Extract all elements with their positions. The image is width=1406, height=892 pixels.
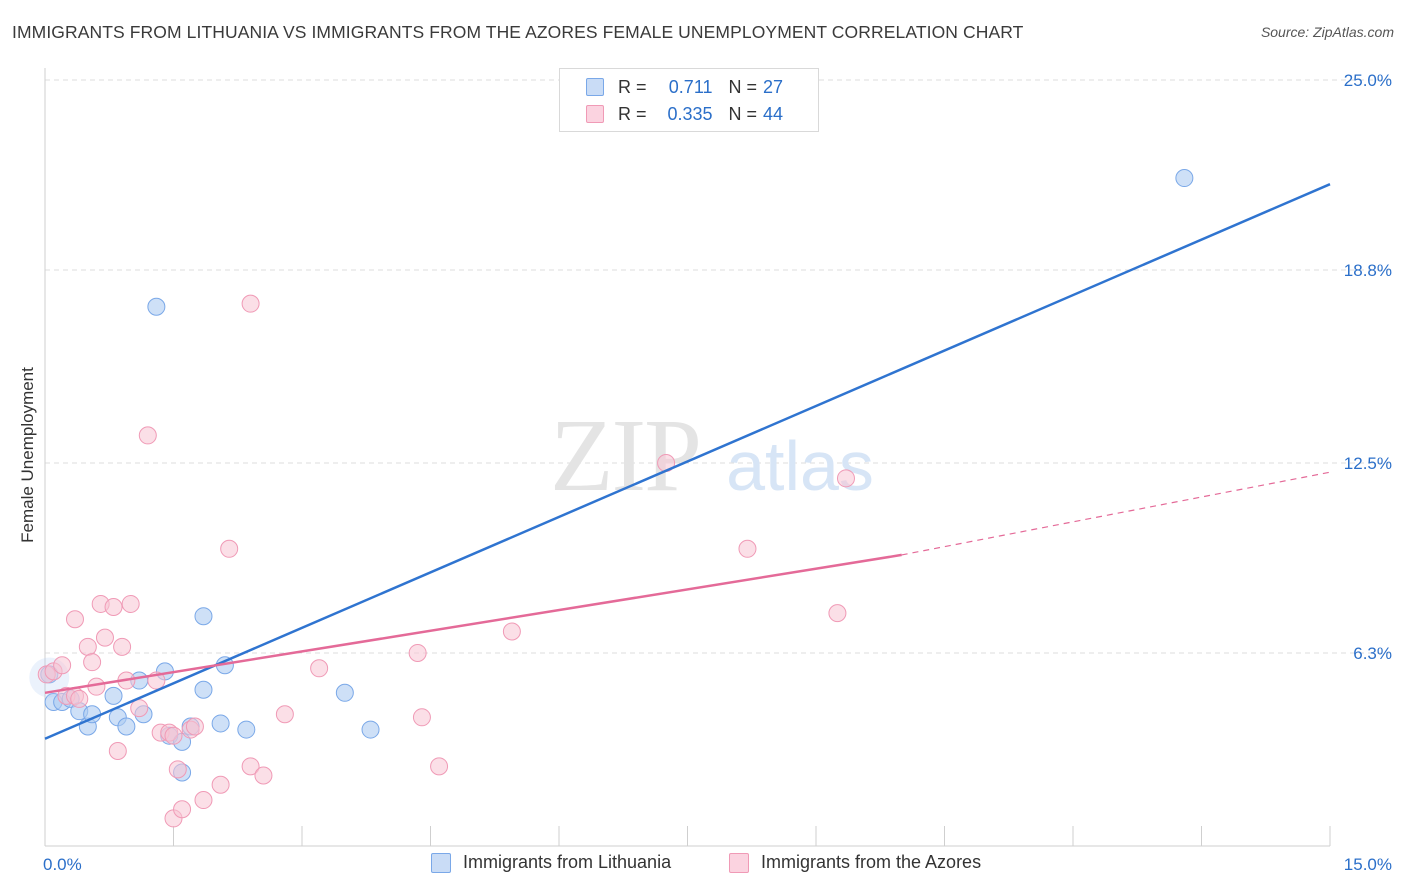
data-point-lithuania xyxy=(361,720,380,739)
data-point-azores xyxy=(836,469,855,488)
data-point-azores xyxy=(70,689,89,708)
watermark-zip: ZIP xyxy=(550,398,700,513)
data-point-lithuania xyxy=(194,607,213,626)
data-point-lithuania xyxy=(194,680,213,699)
data-point-azores xyxy=(254,766,273,785)
data-point-azores xyxy=(211,775,230,794)
legend-swatch-lithuania xyxy=(586,78,604,96)
y-tick-label: 18.8% xyxy=(1344,261,1392,280)
legend-r-value: 0.711 xyxy=(668,76,713,97)
data-point-azores xyxy=(108,742,127,761)
y-tick-labels: 6.3% 12.5% 18.8% 25.0% xyxy=(1344,71,1392,663)
legend-row-azores: R = 0.335 N = 44 xyxy=(586,103,783,125)
legend-label-azores: Immigrants from the Azores xyxy=(761,852,982,872)
data-point-lithuania xyxy=(147,297,166,316)
data-point-azores xyxy=(104,598,123,617)
data-point-azores xyxy=(78,637,97,656)
data-point-azores xyxy=(168,760,187,779)
data-point-azores xyxy=(53,656,72,675)
data-point-azores xyxy=(130,699,149,718)
data-point-azores xyxy=(241,757,260,776)
grid-lines xyxy=(45,79,1392,654)
data-point-azores xyxy=(113,637,132,656)
legend-r-label: R = xyxy=(618,76,647,97)
legend-row-lithuania: R = 0.711 N = 27 xyxy=(586,76,783,98)
data-point-azores xyxy=(185,717,204,736)
data-point-azores xyxy=(83,653,102,672)
data-point-azores xyxy=(502,622,521,641)
legend-r-label: R = xyxy=(618,103,647,124)
legend-n-label: N = xyxy=(728,103,758,124)
x-tick-label: 15.0% xyxy=(1344,855,1392,874)
correlation-legend: R = 0.711 N = 27 R = 0.335 N = 44 xyxy=(559,68,819,132)
legend-swatch-lithuania xyxy=(431,852,451,873)
legend-label-lithuania: Immigrants from Lithuania xyxy=(463,852,672,872)
axes xyxy=(44,68,1331,847)
trend-lines xyxy=(44,183,1331,740)
data-point-azores xyxy=(95,628,114,647)
y-axis-label: Female Unemployment xyxy=(18,367,37,543)
data-point-azores xyxy=(121,594,140,613)
data-point-azores xyxy=(310,659,329,678)
y-tick-label: 6.3% xyxy=(1353,644,1392,663)
x-tick-label: 0.0% xyxy=(43,855,82,874)
trendline-lithuania xyxy=(44,183,1331,740)
legend-item-lithuania: Immigrants from Lithuania xyxy=(431,852,671,873)
data-point-azores xyxy=(412,708,431,727)
data-point-lithuania xyxy=(237,720,256,739)
data-point-azores xyxy=(138,426,157,445)
data-point-azores xyxy=(65,610,84,629)
legend-n-label: N = xyxy=(728,76,758,97)
data-point-lithuania xyxy=(117,717,136,736)
data-point-azores xyxy=(738,539,757,558)
data-point-lithuania xyxy=(335,683,354,702)
data-point-azores xyxy=(241,294,260,313)
legend-item-azores: Immigrants from the Azores xyxy=(729,852,981,873)
data-point-azores xyxy=(220,539,239,558)
legend-swatch-azores xyxy=(586,105,604,123)
legend-swatch-azores xyxy=(729,852,749,873)
data-point-azores xyxy=(430,757,449,776)
series-legend: Immigrants from Lithuania Immigrants fro… xyxy=(0,852,1406,878)
trendline-azores xyxy=(44,553,902,695)
data-point-lithuania xyxy=(211,714,230,733)
data-point-azores xyxy=(194,791,213,810)
data-point-azores xyxy=(275,705,294,724)
data-point-azores xyxy=(173,800,192,819)
legend-n-value: 44 xyxy=(763,103,784,124)
trendline-azores-extension xyxy=(901,471,1331,556)
y-tick-label: 25.0% xyxy=(1344,71,1392,90)
data-point-azores xyxy=(828,604,847,623)
chart-title: IMMIGRANTS FROM LITHUANIA VS IMMIGRANTS … xyxy=(12,22,1024,42)
data-point-lithuania xyxy=(1175,169,1194,188)
watermark-atlas: atlas xyxy=(726,427,874,505)
watermark: ZIP atlas xyxy=(550,398,874,513)
data-point-azores xyxy=(164,726,183,745)
legend-n-value: 27 xyxy=(763,76,784,97)
series-lithuania-points xyxy=(29,169,1194,782)
data-point-azores xyxy=(408,643,427,662)
data-point-lithuania xyxy=(104,686,123,705)
series-azores-points xyxy=(37,294,855,828)
source-label: Source: ZipAtlas.com xyxy=(1260,24,1394,40)
x-tick-labels: 0.0% 15.0% xyxy=(43,855,1392,874)
legend-r-value: 0.335 xyxy=(667,103,713,124)
y-tick-label: 12.5% xyxy=(1344,454,1392,473)
